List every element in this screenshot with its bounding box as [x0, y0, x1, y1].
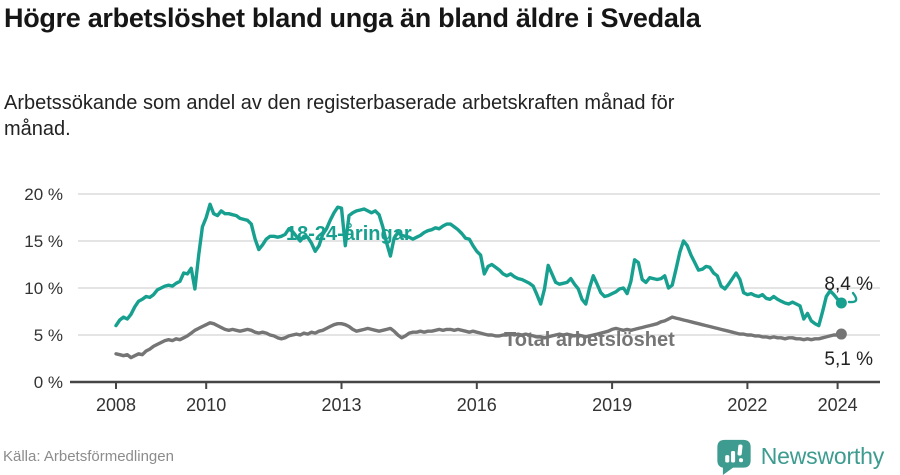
series-end-value-youth: 8,4 %: [824, 274, 873, 295]
chart-subtitle: Arbetssökande som andel av den registerb…: [4, 92, 675, 140]
x-axis-tick-label: 2016: [457, 395, 497, 415]
newsworthy-logo[interactable]: Newsworthy: [715, 438, 884, 475]
chart-area: 0 % 5 % 10 % 15 % 20 % 2008 2010 2013 2016 2019 20…: [0, 169, 900, 421]
y-axis-tick-label: 20 %: [24, 185, 63, 204]
chart-title: Högre arbetslöshet bland unga än bland ä…: [4, 3, 701, 33]
y-axis-tick-label: 0 %: [34, 373, 63, 392]
y-axis-tick-label: 15 %: [24, 232, 63, 251]
series-end-dot-youth: [835, 297, 847, 309]
x-axis-tick-label: 2010: [186, 395, 226, 415]
y-axis-tick-label: 10 %: [24, 279, 63, 298]
series-line-youth: [114, 202, 844, 328]
source-note: Källa: Arbetsförmedlingen: [3, 448, 174, 465]
x-axis-tick-label: 2008: [96, 395, 136, 415]
x-axis-tick-label: 2024: [818, 395, 858, 415]
series-label-total: Total arbetslöshet: [504, 329, 675, 351]
x-axis-tick-label: 2019: [592, 395, 632, 415]
chart-svg: 0 % 5 % 10 % 15 % 20 % 2008 2010 2013 2016 2019 20…: [24, 185, 880, 415]
series-end-value-total: 5,1 %: [824, 349, 873, 370]
newsworthy-wordmark: Newsworthy: [760, 443, 884, 469]
series-line-total: [114, 315, 844, 360]
series-label-youth: 18-24-åringar: [286, 222, 412, 245]
x-axis-tick-label: 2013: [321, 395, 361, 415]
series-end-dot-total: [835, 328, 847, 340]
newsworthy-bubble-chart-icon: [717, 439, 751, 475]
y-axis-tick-label: 5 %: [34, 326, 63, 345]
end-label-connector: [847, 291, 858, 304]
x-axis-tick-label: 2022: [727, 395, 767, 415]
